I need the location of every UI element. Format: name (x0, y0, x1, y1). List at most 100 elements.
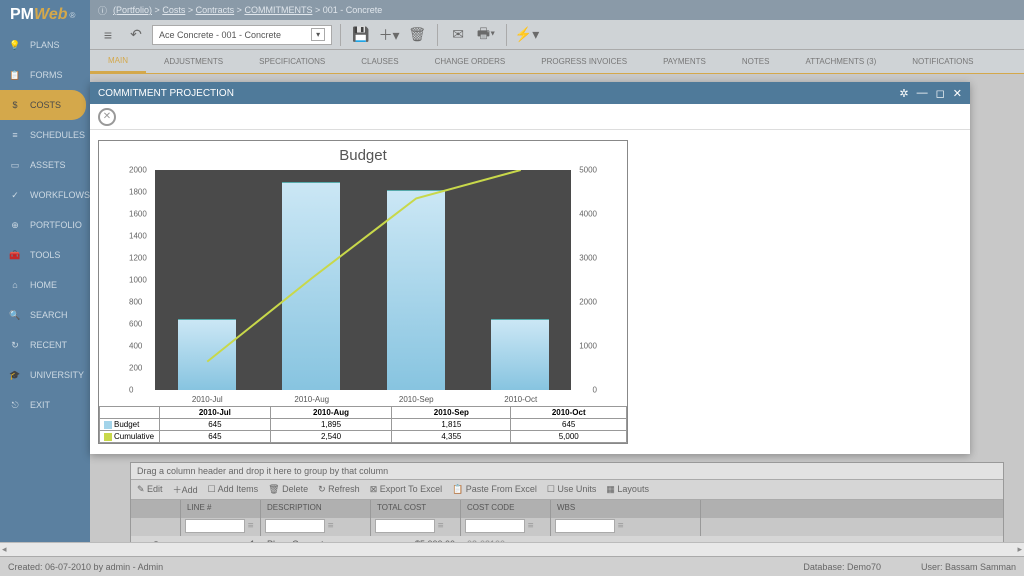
grid-action[interactable]: ☐ Add Items (208, 483, 259, 496)
tab-notes[interactable]: NOTES (724, 50, 788, 73)
print-icon[interactable]: 🖶▾ (474, 23, 498, 47)
sidebar-item-assets[interactable]: ▭ASSETS (0, 150, 90, 180)
action-icon[interactable]: ⚡▾ (515, 23, 539, 47)
grid-action[interactable]: ⊠ Export To Excel (370, 483, 442, 496)
sidebar-item-exit[interactable]: ⎋EXIT (0, 390, 90, 420)
horizontal-scrollbar[interactable]: ◂▸ (0, 542, 1024, 556)
toolbar: ≡ ↶ Ace Concrete - 001 - Concrete ▾ 💾 ＋▾… (90, 20, 1024, 50)
grid-action[interactable]: 📋 Paste From Excel (452, 483, 537, 496)
nav-icon: ▭ (8, 158, 22, 172)
sidebar-item-search[interactable]: 🔍SEARCH (0, 300, 90, 330)
tab-main[interactable]: MAIN (90, 50, 146, 73)
delete-icon[interactable]: 🗑 (405, 23, 429, 47)
modal-title: COMMITMENT PROJECTION (98, 88, 234, 99)
nav-icon: 🎓 (8, 368, 22, 382)
sidebar-item-costs[interactable]: $COSTS (0, 90, 86, 120)
nav-icon: ≡ (8, 128, 22, 142)
breadcrumb-commitments[interactable]: COMMITMENTS (244, 5, 312, 15)
sidebar-item-university[interactable]: 🎓UNIVERSITY (0, 360, 90, 390)
tab-strip: MAINADJUSTMENTSSPECIFICATIONSCLAUSESCHAN… (90, 50, 1024, 74)
sidebar: PMWeb ® 💡PLANS📋FORMS$COSTS≡SCHEDULES▭ASS… (0, 0, 90, 576)
chart-data-table: 2010-Jul2010-Aug2010-Sep2010-OctBudget64… (99, 406, 627, 443)
sidebar-item-forms[interactable]: 📋FORMS (0, 60, 90, 90)
nav-icon: 🧰 (8, 248, 22, 262)
grid-header[interactable]: TOTAL COST (371, 500, 461, 518)
info-icon[interactable]: ⓘ (98, 4, 107, 17)
sidebar-item-tools[interactable]: 🧰TOOLS (0, 240, 90, 270)
tab-clauses[interactable]: CLAUSES (343, 50, 416, 73)
grid-header[interactable]: WBS (551, 500, 701, 518)
sidebar-item-plans[interactable]: 💡PLANS (0, 30, 90, 60)
modal-settings-icon[interactable]: ✲ (899, 87, 908, 100)
modal-close-icon[interactable]: ✕ (953, 87, 962, 100)
grid-action[interactable]: ☐ Use Units (547, 483, 597, 496)
nav-icon: ✓ (8, 188, 22, 202)
nav-icon: ⌂ (8, 278, 22, 292)
tab-specifications[interactable]: SPECIFICATIONS (241, 50, 343, 73)
grid-header[interactable]: LINE # (181, 500, 261, 518)
grid-action[interactable]: ✎ Edit (137, 483, 163, 496)
tab-change-orders[interactable]: CHANGE ORDERS (417, 50, 524, 73)
grid-filter-input[interactable] (375, 519, 435, 533)
nav-icon: ⊕ (8, 218, 22, 232)
nav-icon: 📋 (8, 68, 22, 82)
nav-icon: ⎋ (8, 398, 22, 412)
tab-progress-invoices[interactable]: PROGRESS INVOICES (523, 50, 645, 73)
history-icon[interactable]: ↶ (124, 23, 148, 47)
logo: PMWeb ® (0, 0, 90, 30)
modal-close-circle[interactable]: ✕ (98, 108, 116, 126)
record-selector[interactable]: Ace Concrete - 001 - Concrete ▾ (152, 25, 332, 45)
grid-action[interactable]: ＋Add (173, 483, 198, 496)
tab-notifications[interactable]: NOTIFICATIONS (894, 50, 991, 73)
nav-icon: 💡 (8, 38, 22, 52)
grid-action[interactable]: ▦ Layouts (606, 483, 649, 496)
selector-dropdown-icon[interactable]: ▾ (311, 28, 325, 41)
breadcrumb-portfolio[interactable]: (Portfolio) (113, 5, 152, 15)
add-icon[interactable]: ＋▾ (377, 23, 401, 47)
grid-headers: LINE #DESCRIPTIONTOTAL COSTCOST CODEWBS (131, 500, 1003, 518)
nav-icon: ↻ (8, 338, 22, 352)
logo-reg: ® (69, 11, 75, 20)
modal-maximize-icon[interactable]: ◻ (936, 87, 945, 100)
breadcrumb-costs[interactable]: Costs (162, 5, 185, 15)
chart-title: Budget (99, 141, 627, 170)
budget-chart: Budget 020040060080010001200140016001800… (98, 140, 628, 444)
modal-sub-toolbar: ✕ (90, 104, 970, 130)
grid-filter-input[interactable] (555, 519, 615, 533)
grid-filter-input[interactable] (185, 519, 245, 533)
logo-pm: PM (10, 6, 34, 23)
sidebar-item-workflows[interactable]: ✓WORKFLOWS (0, 180, 90, 210)
status-created: Created: 06-07-2010 by admin - Admin (8, 562, 163, 572)
grid-filters: ≡ ≡ ≡ ≡ ≡ (131, 518, 1003, 536)
menu-icon[interactable]: ≡ (96, 23, 120, 47)
status-user: User: Bassam Samman (921, 562, 1016, 572)
mail-icon[interactable]: ✉ (446, 23, 470, 47)
tab-payments[interactable]: PAYMENTS (645, 50, 724, 73)
nav-icon: 🔍 (8, 308, 22, 322)
modal-header: COMMITMENT PROJECTION ✲ — ◻ ✕ (90, 82, 970, 104)
grid-filter-input[interactable] (265, 519, 325, 533)
breadcrumb-bar: ⓘ (Portfolio) > Costs > Contracts > COMM… (90, 0, 1024, 20)
grid-action[interactable]: ↻ Refresh (318, 483, 360, 496)
grid-action[interactable]: 🗑 Delete (268, 483, 308, 496)
tab-attachments-3-[interactable]: ATTACHMENTS (3) (787, 50, 894, 73)
sidebar-item-schedules[interactable]: ≡SCHEDULES (0, 120, 90, 150)
line-items-grid: Drag a column header and drop it here to… (130, 462, 1004, 552)
chart-plot-area: 0200400600800100012001400160018002000010… (129, 170, 597, 390)
breadcrumb-contracts[interactable]: Contracts (196, 5, 235, 15)
status-bar: Created: 06-07-2010 by admin - Admin Dat… (0, 556, 1024, 576)
modal-minimize-icon[interactable]: — (917, 87, 928, 100)
nav-icon: $ (8, 98, 22, 112)
save-icon[interactable]: 💾 (349, 23, 373, 47)
grid-header[interactable] (131, 500, 181, 518)
sidebar-item-home[interactable]: ⌂HOME (0, 270, 90, 300)
logo-web: Web (34, 6, 67, 23)
grid-toolbar: ✎ Edit ＋Add ☐ Add Items 🗑 Delete ↻ Refresh ⊠ … (131, 480, 1003, 500)
grid-filter-input[interactable] (465, 519, 525, 533)
grid-group-hint[interactable]: Drag a column header and drop it here to… (131, 463, 1003, 480)
grid-header[interactable]: COST CODE (461, 500, 551, 518)
sidebar-item-portfolio[interactable]: ⊕PORTFOLIO (0, 210, 90, 240)
grid-header[interactable]: DESCRIPTION (261, 500, 371, 518)
tab-adjustments[interactable]: ADJUSTMENTS (146, 50, 241, 73)
sidebar-item-recent[interactable]: ↻RECENT (0, 330, 90, 360)
